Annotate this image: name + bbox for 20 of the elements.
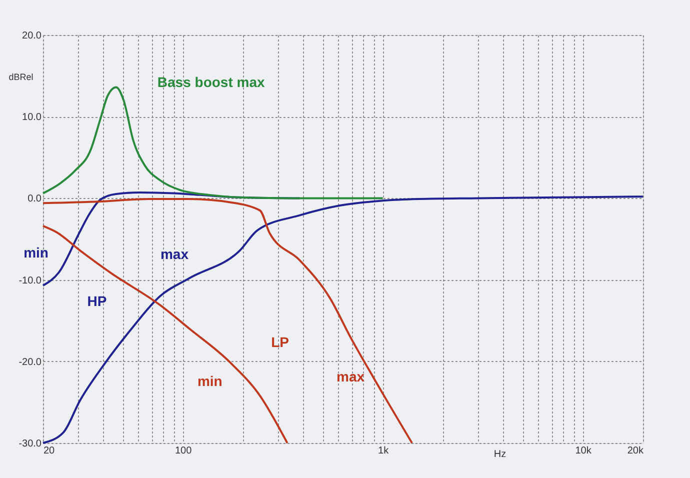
y-tick-label: 10.0 bbox=[22, 112, 42, 124]
series-label: min bbox=[24, 244, 48, 261]
y-tick-label: 0.0 bbox=[28, 194, 42, 205]
annotation: HP bbox=[87, 293, 107, 309]
y-tick-label: -20.0 bbox=[18, 356, 42, 368]
x-tick-label: 100 bbox=[174, 446, 192, 456]
series-label: max bbox=[336, 368, 365, 385]
text: Bass boost max bbox=[157, 74, 265, 90]
y-axis-title: dBRel bbox=[8, 72, 34, 82]
annotation: LP bbox=[271, 334, 289, 350]
x-tick-label: 20k bbox=[627, 446, 644, 456]
series-label: min bbox=[197, 373, 222, 390]
x-tick-label: 1k bbox=[378, 446, 390, 456]
y-tick-label: -10.0 bbox=[18, 275, 42, 286]
x-axis-title: Hz bbox=[494, 449, 506, 460]
y-tick-label: 20.0 bbox=[22, 30, 42, 42]
x-tick-label: 10k bbox=[575, 446, 592, 456]
y-tick-label: -30.0 bbox=[18, 438, 42, 450]
series-label: max bbox=[160, 246, 189, 262]
x-tick-label: 20 bbox=[44, 446, 56, 456]
